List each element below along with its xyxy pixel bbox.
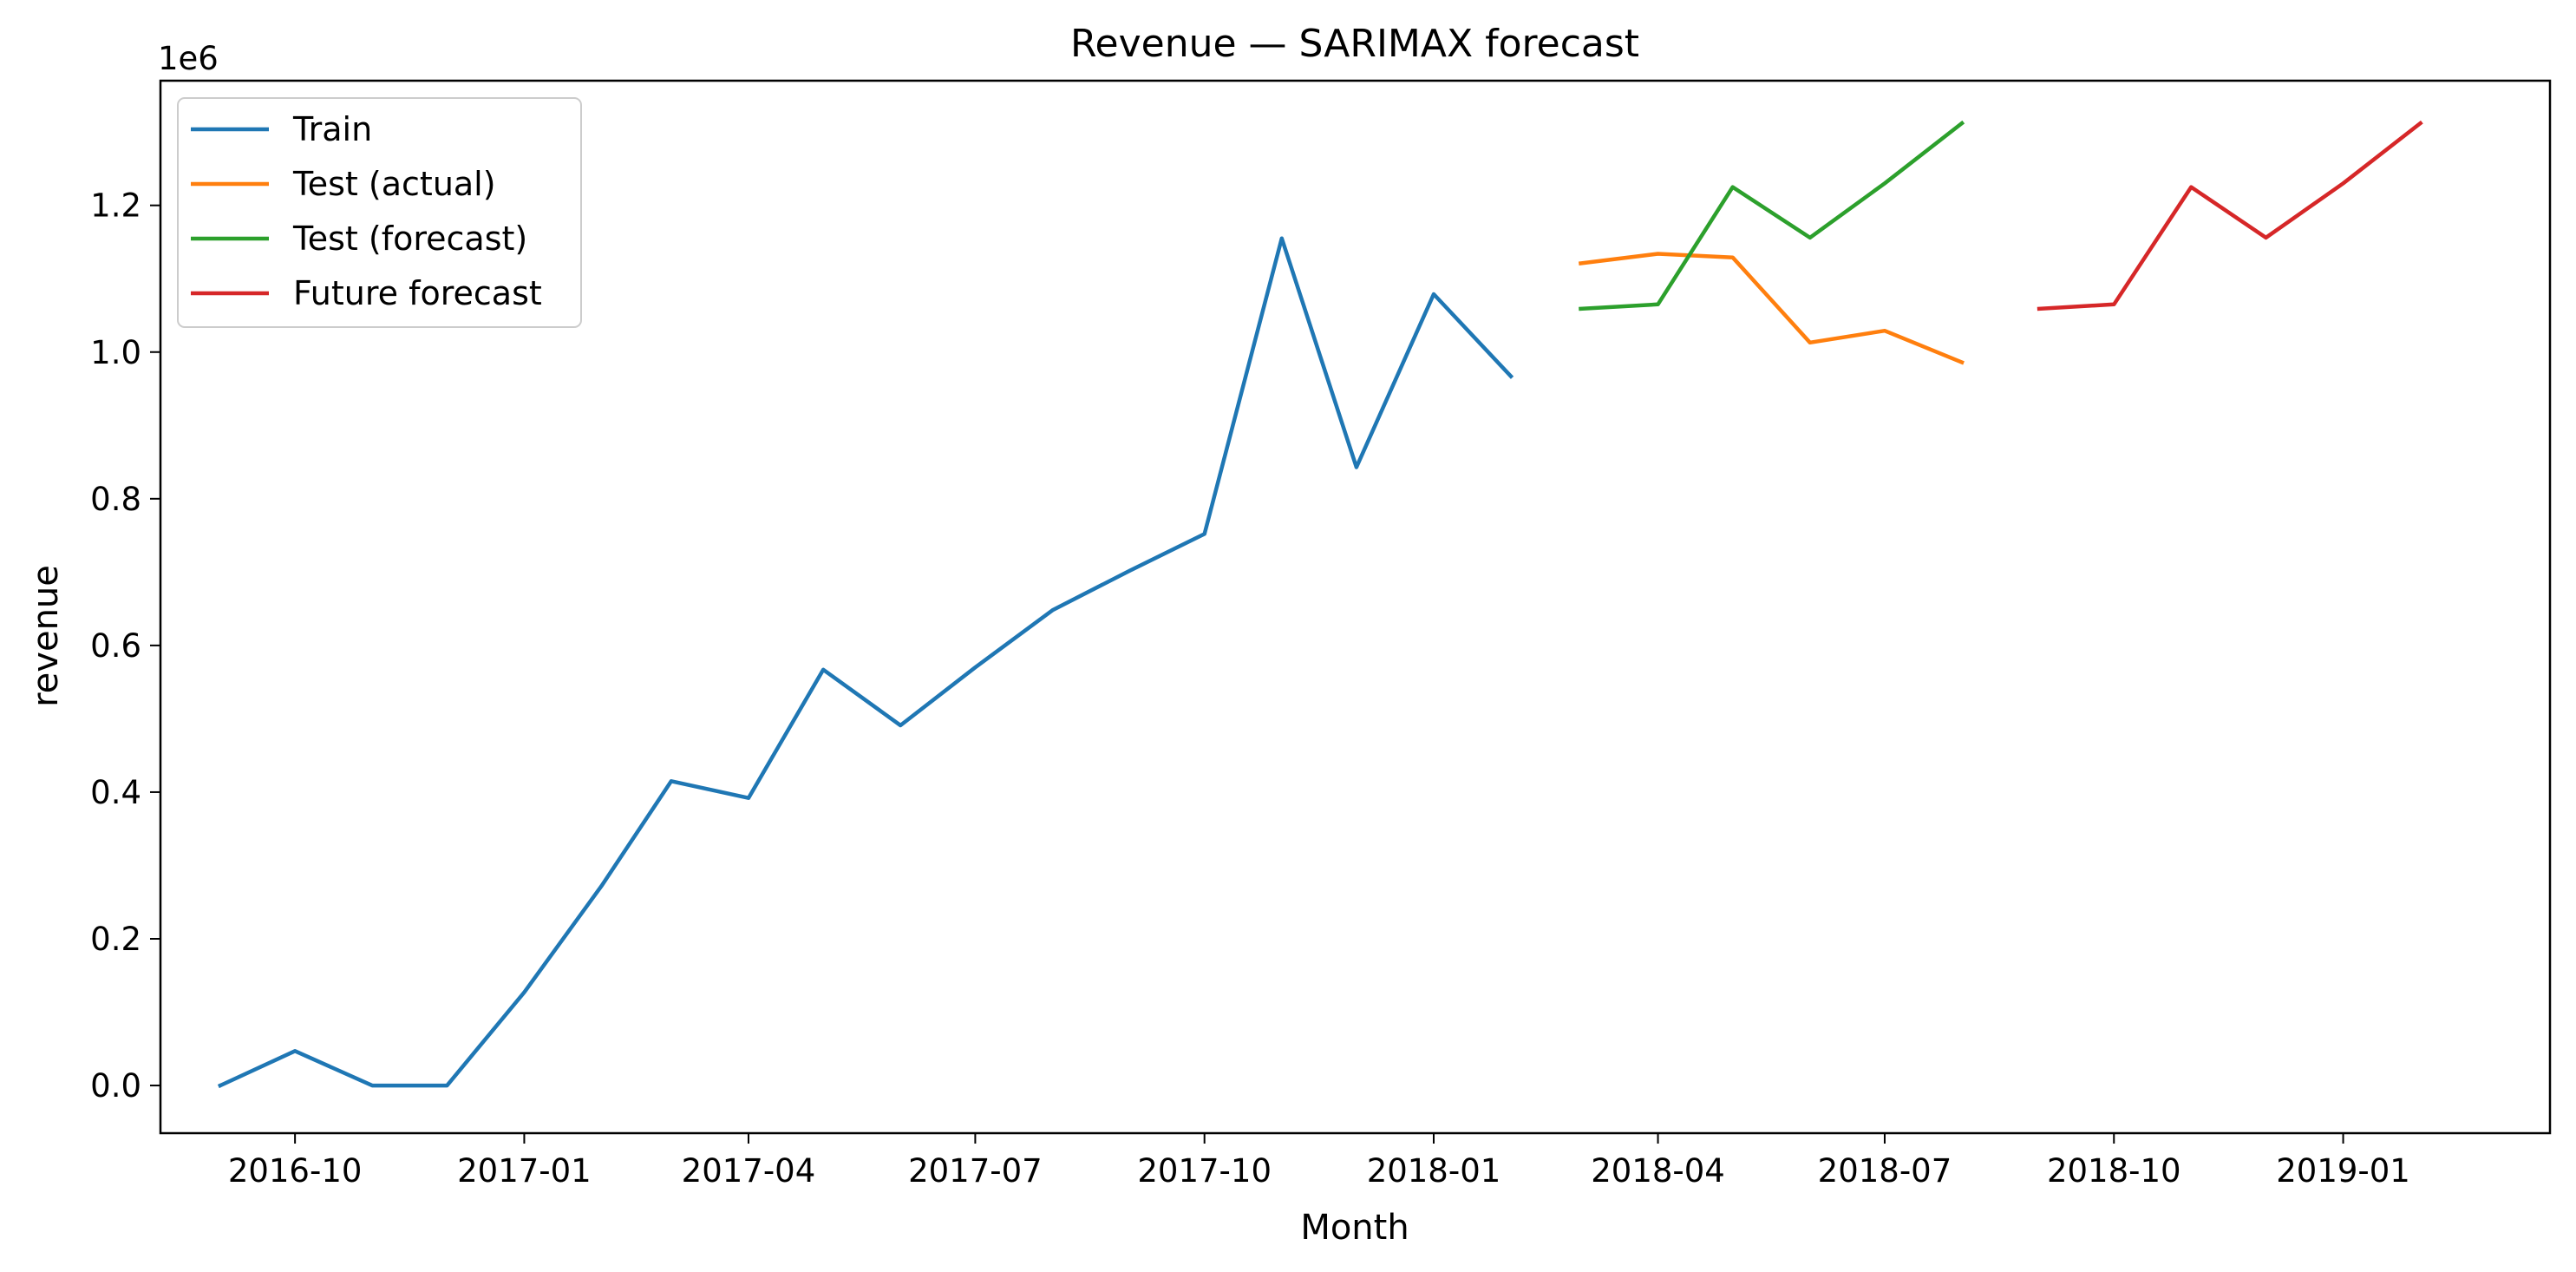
legend-label: Test (forecast) bbox=[292, 220, 527, 258]
legend-label: Future forecast bbox=[293, 274, 542, 312]
y-tick-label: 0.2 bbox=[90, 921, 141, 958]
chart-title: Revenue — SARIMAX forecast bbox=[1070, 22, 1639, 66]
y-tick-label: 0.6 bbox=[90, 627, 141, 665]
x-tick-label: 2018-07 bbox=[1818, 1152, 1952, 1190]
x-axis-label: Month bbox=[1300, 1208, 1409, 1248]
series-line-train bbox=[217, 236, 1514, 1089]
y-axis: 0.0 0.2 0.4 0.6 0.8 1.0 1.2 bbox=[90, 187, 160, 1105]
legend-label: Train bbox=[292, 110, 372, 148]
series-line-test-actual bbox=[1578, 252, 1965, 365]
plot-area bbox=[217, 120, 2423, 1089]
legend-box bbox=[177, 97, 582, 328]
y-offset-label: 1e6 bbox=[158, 40, 219, 77]
y-tick-label: 0.4 bbox=[90, 774, 141, 811]
x-tick-label: 2016-10 bbox=[228, 1152, 363, 1190]
x-tick-label: 2017-04 bbox=[682, 1152, 816, 1190]
y-axis-label: revenue bbox=[26, 565, 66, 707]
x-tick-label: 2017-07 bbox=[908, 1152, 1043, 1190]
y-tick-label: 0.0 bbox=[90, 1067, 141, 1105]
y-tick-label: 1.0 bbox=[90, 334, 141, 371]
x-tick-label: 2018-04 bbox=[1591, 1152, 1725, 1190]
y-tick-label: 0.8 bbox=[90, 481, 141, 518]
x-tick-label: 2017-10 bbox=[1137, 1152, 1272, 1190]
x-axis: 2016-10 2017-01 2017-04 2017-07 2017-10 2018-… bbox=[228, 1133, 2410, 1190]
x-tick-label: 2018-01 bbox=[1367, 1152, 1501, 1190]
plot-frame bbox=[159, 79, 2552, 1135]
legend: Train Test (actual) Test (forecast) Future … bbox=[177, 97, 582, 328]
series-line-test-forecast bbox=[1579, 120, 1965, 311]
x-tick-label: 2018-10 bbox=[2047, 1152, 2181, 1190]
x-tick-label: 2019-01 bbox=[2276, 1152, 2410, 1190]
x-tick-label: 2017-01 bbox=[457, 1152, 592, 1190]
y-tick-label: 1.2 bbox=[90, 187, 141, 225]
legend-label: Test (actual) bbox=[292, 165, 496, 203]
series-line-future-forecast bbox=[2037, 120, 2423, 311]
